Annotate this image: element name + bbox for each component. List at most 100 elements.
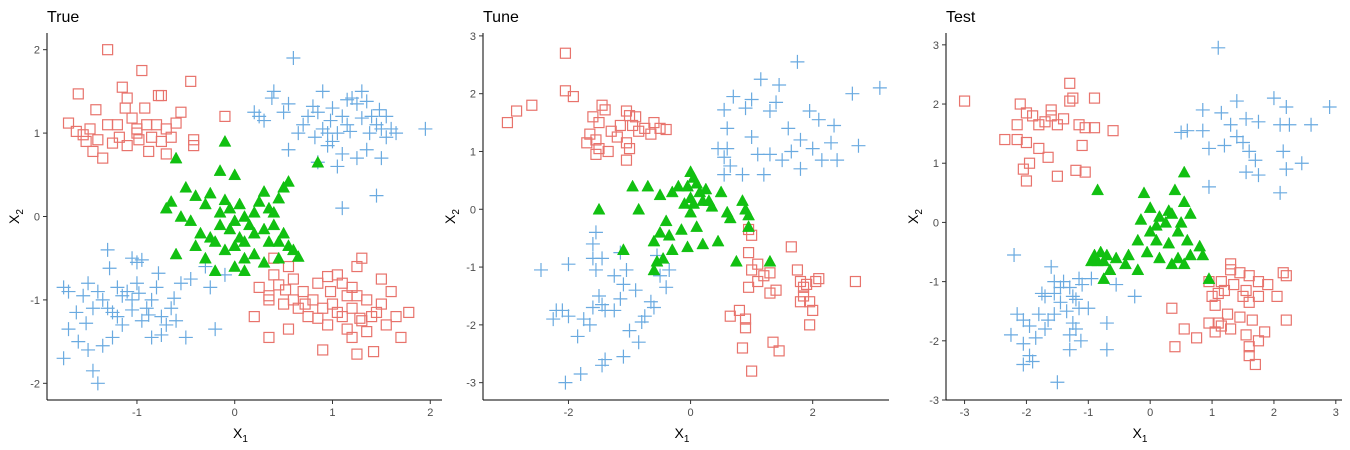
plus-point: [619, 262, 634, 277]
square-point: [620, 137, 633, 149]
square-point: [312, 277, 324, 289]
plus-point: [178, 330, 193, 345]
plus-point: [323, 113, 338, 128]
plus-point: [95, 338, 110, 353]
plus-point: [802, 104, 817, 119]
plus-point: [257, 113, 272, 128]
series-square: [62, 44, 415, 360]
plus-point: [659, 280, 674, 295]
square-point: [299, 298, 311, 310]
plus-point: [824, 135, 838, 150]
square-point: [813, 273, 825, 285]
plus-point: [534, 262, 548, 277]
series-plus: [534, 54, 887, 390]
triangle-point: [1084, 254, 1098, 267]
plus-point: [772, 78, 787, 93]
plus-point: [613, 291, 628, 306]
triangle-point: [198, 251, 212, 264]
plus-point: [717, 150, 732, 165]
x-tick-label: 2: [1271, 407, 1277, 419]
square-point: [593, 142, 605, 155]
square-point: [794, 296, 807, 308]
square-point: [1014, 98, 1026, 110]
square-point: [602, 145, 614, 158]
triangle-point: [267, 218, 281, 231]
plus-point: [1279, 162, 1294, 177]
square-point: [724, 310, 736, 322]
square-point: [92, 134, 104, 146]
square-point: [752, 275, 764, 288]
plus-point: [588, 225, 603, 240]
square-point: [354, 312, 366, 324]
triangle-point: [1183, 207, 1197, 219]
plus-point: [335, 201, 350, 216]
plus-point: [315, 84, 330, 99]
plus-point: [418, 121, 433, 136]
y-axis-label-sub: 2: [15, 209, 26, 215]
plus-point: [364, 109, 379, 124]
triangle-point: [1162, 236, 1176, 249]
plus-point: [561, 309, 576, 324]
triangle-point: [228, 214, 242, 226]
square-point: [97, 152, 109, 164]
plus-point: [1016, 357, 1031, 372]
triangle-point: [242, 218, 256, 231]
square-point: [752, 258, 764, 270]
triangle-point: [189, 189, 203, 201]
square-point: [1190, 332, 1203, 344]
square-point: [626, 119, 639, 132]
plus-point: [851, 138, 866, 153]
plus-point: [1201, 141, 1216, 156]
y-tick-label: 1: [470, 146, 476, 158]
square-point: [102, 44, 114, 56]
plus-point: [1279, 99, 1294, 114]
plus-point: [144, 292, 159, 307]
plus-point: [1251, 168, 1266, 183]
y-tick-label: -1: [929, 277, 939, 289]
plus-point: [90, 376, 105, 391]
y-tick-label: -3: [929, 395, 939, 407]
triangle-point: [198, 197, 212, 210]
triangle-point: [1159, 215, 1173, 228]
square-point: [1023, 157, 1036, 169]
square-point: [317, 302, 329, 314]
plus-point: [1229, 94, 1244, 109]
square-point: [248, 310, 260, 323]
square-point: [385, 285, 397, 298]
triangle-point: [696, 237, 710, 250]
plus-point: [1109, 277, 1124, 292]
plus-point: [291, 126, 306, 141]
x-axis-label: X1: [1133, 425, 1148, 445]
square-point: [141, 119, 153, 131]
plus-point: [595, 358, 610, 373]
y-tick-label: 1: [933, 158, 939, 170]
square-point: [87, 145, 99, 158]
plus-point: [85, 363, 100, 378]
plus-point: [115, 317, 130, 332]
triangle-point: [159, 201, 173, 214]
square-point: [62, 117, 75, 129]
square-point: [1234, 267, 1246, 279]
square-point: [590, 148, 602, 160]
plus-point: [1174, 125, 1189, 140]
plus-point: [717, 167, 732, 182]
square-point: [501, 116, 514, 129]
y-tick-label: -1: [30, 295, 40, 307]
triangle-point: [189, 239, 203, 251]
plus-point: [585, 236, 600, 251]
square-point: [175, 106, 187, 118]
square-point: [139, 102, 151, 114]
plus-point: [1010, 307, 1025, 322]
triangle-point: [742, 220, 756, 232]
panel-title: True: [47, 9, 79, 26]
square-point: [764, 267, 776, 279]
plus-point: [1223, 117, 1238, 132]
square-point: [282, 260, 295, 273]
square-point: [356, 252, 368, 264]
square-point: [1057, 113, 1070, 125]
panel-title: Test: [946, 9, 976, 26]
square-point: [1020, 107, 1033, 119]
plus-point: [845, 86, 860, 101]
square-point: [143, 145, 155, 158]
plus-point: [281, 142, 296, 157]
